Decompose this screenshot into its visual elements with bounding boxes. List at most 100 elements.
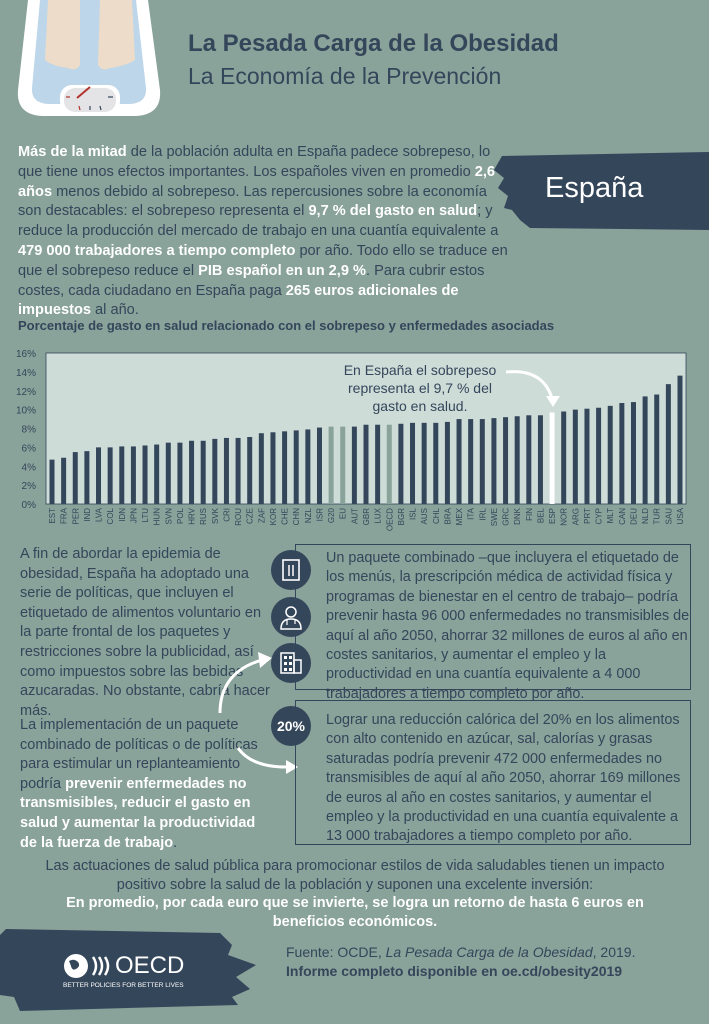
x-tick-label: SVN — [164, 508, 173, 525]
implementation-end: . — [173, 834, 178, 851]
intro-text: menos debido al sobrepeso. Las repercusi… — [18, 183, 487, 220]
calorie-reduction-box: Lograr una reducción calórica del 20% en… — [295, 700, 691, 845]
x-tick-label: SAU — [664, 508, 673, 525]
oecd-tagline: BETTER POLICIES FOR BETTER LIVES — [63, 982, 184, 989]
policy-paragraph: A fin de abordar la epidemia de obesidad… — [20, 546, 270, 719]
oecd-wordmark: OECD — [115, 952, 185, 979]
x-tick-label: EST — [48, 508, 57, 524]
arrowhead — [286, 760, 298, 774]
x-tick-label: LTU — [141, 508, 150, 523]
bar-kor — [270, 432, 276, 504]
x-tick-label: ZAF — [257, 508, 266, 523]
bar-lux — [375, 424, 381, 504]
arrowhead — [258, 652, 272, 668]
bar-mlt — [607, 405, 613, 504]
bar-cri — [223, 437, 229, 504]
bar-ita — [468, 419, 474, 504]
bar-fin — [526, 415, 532, 504]
bar-jpn — [130, 446, 136, 504]
x-tick-label: ESP — [548, 508, 557, 524]
bar-rus — [200, 440, 206, 504]
x-tick-label: NZL — [304, 507, 313, 523]
bar-eu — [340, 426, 346, 504]
bar-nzl — [305, 429, 311, 504]
intro-highlight: 479 000 trabajadores a tiempo completo — [18, 242, 296, 259]
x-tick-label: CAN — [618, 508, 627, 525]
y-tick-label: 6% — [22, 443, 37, 454]
percentage-badge: 20% — [271, 706, 311, 746]
x-tick-label: IDN — [118, 508, 127, 522]
page-title: La Pesada Carga de la Obesidad — [188, 30, 559, 57]
chart-title: Porcentaje de gasto en salud relacionado… — [18, 318, 555, 333]
y-tick-label: 0% — [22, 500, 37, 511]
x-tick-label: ITA — [467, 507, 476, 520]
bar-bra — [444, 421, 450, 504]
x-tick-label: PRT — [583, 508, 592, 524]
bar-per — [72, 452, 78, 504]
doctor-icon — [271, 597, 311, 637]
bar-pol — [177, 442, 183, 504]
bar-svn — [165, 442, 171, 504]
bar-can — [619, 403, 625, 504]
x-tick-label: COL — [106, 507, 115, 524]
x-tick-label: JPN — [129, 508, 138, 523]
intro-highlight: 265 euros adicionales de impuestos — [18, 282, 459, 319]
x-tick-label: HUN — [153, 508, 162, 526]
bar-mex — [456, 419, 462, 504]
arrow-right — [236, 747, 291, 769]
x-tick-label: NLD — [641, 508, 650, 524]
x-tick-label: CZE — [246, 508, 255, 524]
bar-hrv — [189, 440, 195, 504]
x-tick-label: CHE — [281, 508, 290, 525]
x-tick-label: CHL — [432, 507, 441, 524]
x-tick-label: KOR — [269, 508, 278, 526]
menu-icon — [271, 550, 311, 590]
oecd-logo: OECD — [63, 952, 184, 980]
bar-cyp — [596, 407, 602, 504]
x-tick-label: AUS — [420, 508, 429, 524]
x-tick-label: RUS — [199, 508, 208, 525]
x-tick-label: CYP — [595, 508, 604, 524]
bar-chl — [433, 422, 439, 504]
bathroom-scale-illustration — [17, 0, 161, 116]
intro-highlight: Más de la mitad — [18, 144, 127, 160]
intro-highlight: 2,6 años — [18, 163, 496, 200]
y-tick-label: 10% — [16, 406, 36, 417]
intro-highlight: 9,7 % del gasto en salud — [308, 203, 478, 220]
x-tick-label: GBR — [362, 508, 371, 526]
x-tick-label: BGR — [397, 508, 406, 526]
bar-che — [282, 431, 288, 504]
x-tick-label: BEL — [536, 507, 545, 523]
country-brush-banner — [494, 152, 709, 230]
bar-aut — [351, 426, 357, 504]
bar-nor — [561, 411, 567, 504]
arrow-up — [218, 658, 263, 714]
bar-chart: 0% 2% 4% 6% 8% 10% 12% 14% 16% EST FRA PER IND LVA CO… — [16, 349, 687, 531]
bar-irl — [479, 419, 485, 504]
bar-usa — [677, 375, 683, 504]
closing-highlight: En promedio, por cada euro que se invier… — [66, 895, 644, 930]
chart-annotation: En España el sobrepeso representa el 9,7… — [343, 362, 497, 414]
bar-oecd — [386, 424, 392, 504]
x-tick-label: HRV — [188, 507, 197, 524]
annotation-arrowhead — [546, 396, 560, 407]
y-tick-label: 2% — [22, 481, 37, 492]
x-tick-label: LUX — [374, 507, 383, 523]
x-tick-label: OECD — [385, 508, 394, 531]
bar-est — [49, 459, 55, 504]
closing-text: Las actuaciones de salud pública para pr… — [45, 858, 665, 893]
box-text: Lograr una reducción calórica del 20% en… — [326, 712, 681, 845]
bar-nld — [642, 396, 648, 504]
x-tick-label: CRI — [222, 508, 231, 522]
globe-icon — [64, 954, 110, 978]
x-tick-label: USA — [676, 507, 685, 524]
implementation-paragraph: La implementación de un paquete combinad… — [20, 716, 270, 853]
bar-idn — [119, 446, 125, 504]
box-text: Un paquete combinado –que incluyera el e… — [326, 550, 690, 702]
x-tick-label: TUR — [653, 508, 662, 525]
x-tick-label: POL — [176, 507, 185, 524]
source-suffix: , 2019. — [592, 944, 636, 960]
intro-text: ; y reduce la producción del mercado de … — [18, 203, 499, 240]
report-link[interactable]: Informe completo disponible en oe.cd/obe… — [286, 963, 623, 979]
bar-ind — [84, 451, 90, 504]
